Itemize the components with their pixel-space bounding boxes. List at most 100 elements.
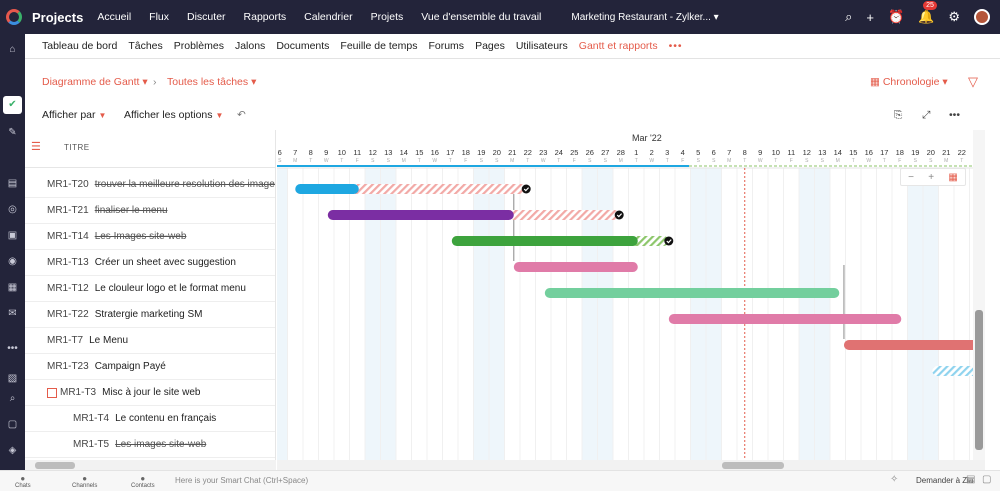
task-row[interactable]: MR1-T7 Le Menu (25, 328, 275, 354)
gantt-vscroll-thumb[interactable] (975, 310, 983, 450)
footer-contacts[interactable]: ● Contacts (131, 474, 155, 489)
task-id[interactable]: MR1-T3 (60, 387, 97, 398)
task-list-hscroll-thumb[interactable] (35, 462, 75, 469)
tab-tasks[interactable]: Tâches (128, 40, 163, 52)
task-name[interactable]: finaliser le menu (94, 205, 168, 216)
smart-chat-input[interactable]: Here is your Smart Chat (Ctrl+Space) (175, 476, 309, 485)
task-id[interactable]: MR1-T21 (47, 205, 89, 216)
nav-rapports[interactable]: Rapports (243, 11, 287, 23)
tab-pages[interactable]: Pages (475, 40, 505, 52)
layers-icon[interactable]: ◈ (8, 445, 17, 456)
task-id[interactable]: MR1-T5 (73, 439, 110, 450)
project-selector[interactable]: Marketing Restaurant - Zylker... ▾ (571, 12, 718, 23)
ask-zia-button[interactable]: Demander à Zia (916, 476, 974, 485)
task-name[interactable]: Créer un sheet avec suggestion (94, 257, 236, 268)
tab-dashboard[interactable]: Tableau de bord (42, 40, 118, 52)
home-icon[interactable]: ⌂ (9, 44, 16, 55)
task-name[interactable]: Stratergie marketing SM (94, 309, 203, 320)
radio-icon[interactable]: ◎ (8, 204, 17, 215)
search-icon[interactable]: ⌕ (845, 9, 853, 24)
task-row[interactable]: MR1-T13 Créer un sheet avec suggestion (25, 250, 275, 276)
task-name[interactable]: Le clouleur logo et le format menu (94, 283, 246, 294)
gantt-hscrollbar[interactable] (277, 460, 985, 470)
more-dots-icon[interactable]: ••• (7, 343, 18, 354)
gantt-vscrollbar[interactable] (973, 130, 985, 460)
more-options-button[interactable]: ••• (949, 109, 961, 121)
task-name[interactable]: Le contenu en français (115, 413, 217, 424)
task-name[interactable]: Les Images site-web (94, 231, 187, 242)
add-icon[interactable]: + (866, 9, 874, 25)
task-row[interactable]: MR1-T22 Stratergie marketing SM (25, 302, 275, 328)
task-filter-selector[interactable]: Toutes les tâches ▾ (167, 76, 256, 88)
task-id[interactable]: MR1-T7 (47, 335, 84, 346)
add-task-icon[interactable]: ☰ (31, 141, 41, 153)
task-checkbox[interactable] (47, 387, 57, 398)
footer-channels[interactable]: ● Channels (72, 474, 97, 489)
zoom-out-icon[interactable]: − (908, 171, 914, 183)
footer-chats[interactable]: ● Chats (15, 474, 31, 489)
task-id[interactable]: MR1-T12 (47, 283, 89, 294)
task-id[interactable]: MR1-T20 (47, 179, 89, 190)
footer-window-icon[interactable]: ▢ (982, 474, 992, 485)
notification-bell-icon[interactable]: 🔔 25 (918, 1, 937, 25)
tab-milestones[interactable]: Jalons (234, 40, 266, 52)
task-row[interactable]: MR1-T23 Campaign Payé (25, 354, 275, 380)
report-icon[interactable]: ▦ (7, 282, 18, 293)
task-id[interactable]: MR1-T4 (73, 413, 110, 424)
inbox-icon[interactable]: ✉ (8, 308, 17, 319)
nav-flux[interactable]: Flux (149, 11, 170, 23)
display-options-dropdown[interactable]: Afficher les options ▼ (124, 109, 223, 121)
export-icon[interactable]: ⎘ (894, 109, 903, 121)
settings-gear-icon[interactable]: ⚙ (948, 9, 960, 24)
task-id[interactable]: MR1-T22 (47, 309, 89, 320)
group-by-dropdown[interactable]: Afficher par ▼ (42, 109, 106, 121)
nav-work-overview[interactable]: Vue d'ensemble du travail (421, 11, 542, 23)
task-name[interactable]: Les images site-web (115, 439, 207, 450)
nav-calendrier[interactable]: Calendrier (304, 11, 353, 23)
task-id[interactable]: MR1-T23 (47, 361, 89, 372)
task-name[interactable]: Campaign Payé (94, 361, 166, 372)
nav-accueil[interactable]: Accueil (97, 11, 132, 23)
tab-documents[interactable]: Documents (276, 40, 330, 52)
archive-icon[interactable]: ▢ (7, 419, 18, 430)
gantt-hscroll-thumb[interactable] (722, 462, 784, 469)
calendar-today-icon[interactable]: ▦ (948, 171, 958, 183)
tasks-check-icon[interactable]: ✔ (3, 96, 22, 114)
task-id[interactable]: MR1-T14 (47, 231, 89, 242)
app-brand[interactable]: Projects (32, 9, 84, 25)
task-name[interactable]: trouver la meilleure resolution des imag… (94, 179, 275, 190)
location-icon[interactable]: ◉ (8, 256, 17, 267)
filter-icon[interactable]: ▽ (968, 74, 978, 89)
task-name[interactable]: Le Menu (89, 335, 129, 346)
tabs-more-button[interactable]: ••• (668, 40, 683, 52)
task-row[interactable]: MR1-T4 Le contenu en français (25, 406, 275, 432)
tab-gantt-reports[interactable]: Gantt et rapports (578, 40, 658, 52)
image-icon[interactable]: ▣ (7, 230, 18, 241)
tab-users[interactable]: Utilisateurs (515, 40, 568, 52)
task-row[interactable]: MR1-T20 trouver la meilleure resolution d… (25, 172, 275, 198)
timeline-selector[interactable]: ▦ Chronologie ▾ (870, 76, 948, 88)
tab-timesheet[interactable]: Feuille de temps (340, 40, 418, 52)
nav-discuter[interactable]: Discuter (187, 11, 226, 23)
doc-icon[interactable]: ▧ (7, 373, 18, 384)
nav-projets[interactable]: Projets (370, 11, 404, 23)
task-row[interactable]: MR1-T21 finaliser le menu (25, 198, 275, 224)
task-name[interactable]: Misc à jour le site web (102, 387, 201, 398)
pin-icon[interactable]: ✎ (8, 127, 17, 138)
timer-icon[interactable]: ⏰ (887, 9, 905, 24)
footer-chat-icon[interactable]: ▤ (966, 474, 976, 485)
tab-issues[interactable]: Problèmes (173, 40, 224, 52)
undo-icon[interactable]: ↶ (237, 109, 246, 121)
user-avatar[interactable] (974, 9, 990, 25)
view-selector[interactable]: Diagramme de Gantt ▾ (42, 76, 148, 88)
task-row[interactable]: MR1-T12 Le clouleur logo et le format men… (25, 276, 275, 302)
zoom-in-icon[interactable]: + (928, 171, 935, 183)
task-row[interactable]: MR1-T3 Misc à jour le site web (25, 380, 275, 406)
task-row[interactable]: MR1-T5 Les images site-web (25, 432, 275, 458)
fullscreen-icon[interactable]: ⤢ (922, 109, 931, 121)
search-doc-icon[interactable]: ⌕ (9, 393, 16, 404)
app-logo[interactable] (0, 0, 27, 34)
task-id[interactable]: MR1-T13 (47, 257, 89, 268)
task-list-hscrollbar[interactable] (25, 460, 276, 470)
tab-forums[interactable]: Forums (428, 40, 465, 52)
